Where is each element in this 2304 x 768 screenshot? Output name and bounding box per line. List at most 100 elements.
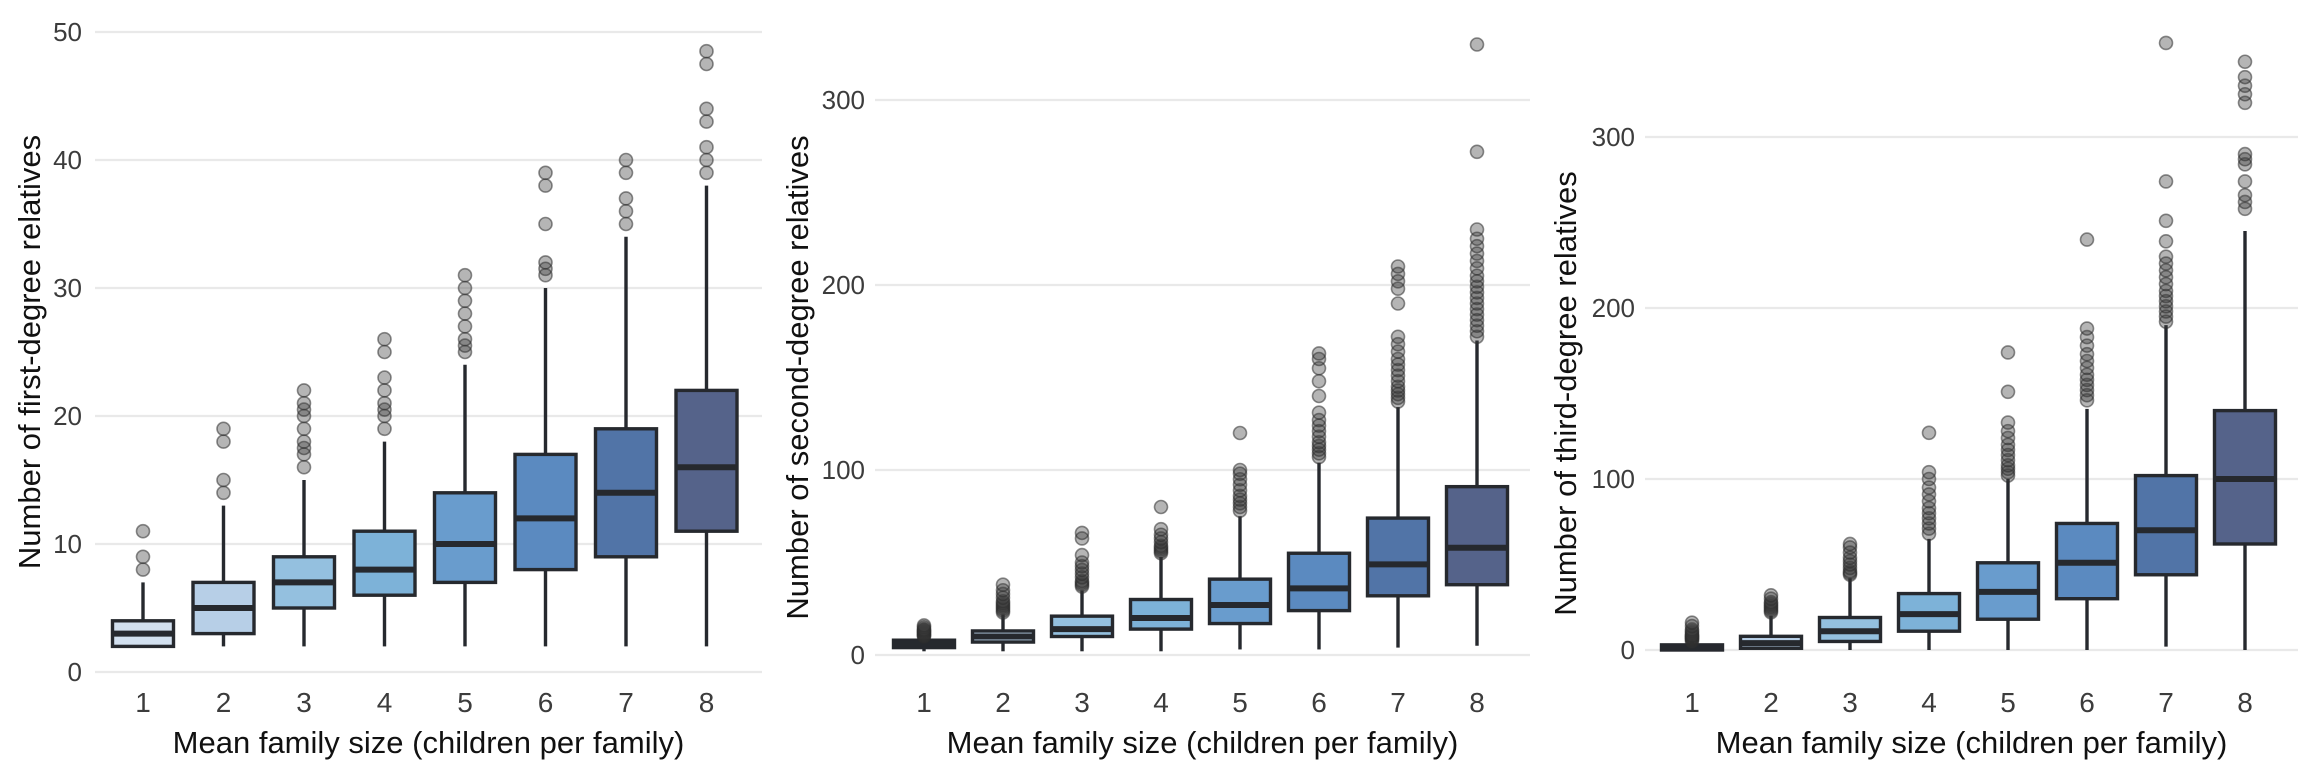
outlier-point [1074, 566, 1090, 581]
box [1444, 484, 1510, 587]
outlier-point [1390, 368, 1406, 383]
x-tick-label: 2 [216, 687, 232, 718]
outlier-point [216, 472, 231, 488]
outlier-point [2000, 458, 2016, 473]
outlier-point [1153, 538, 1169, 554]
x-tick-label: 8 [699, 687, 715, 718]
x-tick-label: 7 [618, 687, 634, 718]
outlier-point [1469, 37, 1485, 52]
y-tick-label: 300 [822, 85, 865, 115]
outlier-point [1311, 388, 1327, 404]
outlier-point [2079, 382, 2095, 398]
box [432, 491, 498, 585]
outlier-point [1921, 505, 1937, 521]
x-tick-label: 1 [1684, 687, 1700, 718]
y-axis-title: Number of first-degree relatives [12, 135, 47, 569]
y-tick-label: 40 [53, 145, 82, 175]
outlier-point [216, 421, 231, 437]
outlier-point [377, 383, 392, 398]
outlier-point [618, 152, 634, 168]
outlier-point [457, 306, 473, 321]
outlier-point [2000, 452, 2016, 468]
x-tick-label: 6 [2079, 687, 2095, 718]
x-tick-label: 4 [377, 687, 393, 718]
outlier-point [377, 331, 392, 347]
outlier-point [1074, 562, 1090, 578]
outlier-point [2000, 415, 2016, 430]
outlier-point [2000, 447, 2016, 463]
outlier-point [2000, 345, 2016, 360]
outlier-point [2158, 314, 2174, 329]
outlier-point [2237, 174, 2253, 189]
outlier-point [1074, 525, 1090, 541]
x-tick-label: 6 [538, 687, 554, 718]
y-tick-label: 0 [1621, 635, 1635, 665]
outlier-point [699, 152, 714, 168]
outlier-point [1469, 307, 1485, 322]
outlier-point [1232, 462, 1248, 478]
outlier-point [699, 43, 714, 59]
x-tick-label: 8 [1469, 687, 1485, 718]
outlier-point [1074, 555, 1090, 570]
outlier-point [216, 434, 231, 449]
outlier-point [699, 56, 714, 72]
x-tick-label: 1 [916, 687, 932, 718]
outlier-point [2079, 372, 2095, 388]
outlier-point [1921, 521, 1937, 536]
x-tick-label: 7 [2158, 687, 2174, 718]
outlier-point [1469, 144, 1485, 160]
box [1365, 516, 1431, 598]
outlier-point [699, 139, 714, 155]
y-tick-label: 50 [53, 17, 82, 47]
outlier-point [699, 114, 714, 129]
outlier-point [1921, 464, 1937, 480]
outlier-point [1469, 285, 1485, 300]
outlier-point [2237, 146, 2253, 162]
outlier-point [2237, 187, 2253, 203]
outlier-point [1390, 390, 1406, 406]
x-tick-label: 1 [135, 687, 151, 718]
outlier-point [1469, 329, 1485, 345]
outlier-point [457, 331, 473, 347]
box [1207, 577, 1273, 626]
box [513, 452, 578, 572]
outlier-point [1763, 587, 1779, 603]
outlier-point [1232, 483, 1248, 498]
outlier-point [1390, 259, 1406, 274]
outlier-point [1921, 526, 1937, 542]
y-tick-label: 100 [1592, 464, 1635, 494]
x-tick-label: 4 [1153, 687, 1169, 718]
x-axis-title: Mean family size (children per family) [1716, 725, 2228, 760]
outlier-point [1469, 323, 1485, 339]
outlier-point [377, 395, 392, 411]
outlier-point [2158, 234, 2174, 249]
outlier-point [1311, 446, 1327, 461]
outlier-point [1311, 346, 1327, 361]
outlier-point [135, 523, 151, 539]
outlier-point [2000, 442, 2016, 458]
y-tick-label: 20 [53, 401, 82, 431]
outlier-point [1232, 499, 1248, 515]
x-tick-label: 3 [1842, 687, 1858, 718]
box [674, 388, 739, 533]
outlier-point [1390, 362, 1406, 378]
outlier-point [1390, 373, 1406, 389]
outlier-point [2158, 298, 2174, 314]
outlier-point [1390, 281, 1406, 297]
outlier-point [2158, 293, 2174, 309]
outlier-point [2158, 304, 2174, 319]
outlier-point [995, 594, 1011, 609]
outlier-point [2079, 321, 2095, 336]
third-degree-chart: 0 100 200 300 Number of third-degree relativ… [1548, 35, 2298, 760]
outlier-point [1842, 536, 1858, 552]
outlier-point [1390, 336, 1406, 352]
outlier-point [1390, 379, 1406, 395]
outlier-point [1311, 449, 1327, 465]
outlier-point [2158, 288, 2174, 304]
outlier-point [1469, 279, 1485, 295]
panel-second-degree: 0 100 200 300 Number of second-degree relati… [768, 0, 1536, 768]
y-axis-title: Number of second-degree relatives [780, 135, 815, 619]
outlier-point [1390, 351, 1406, 367]
